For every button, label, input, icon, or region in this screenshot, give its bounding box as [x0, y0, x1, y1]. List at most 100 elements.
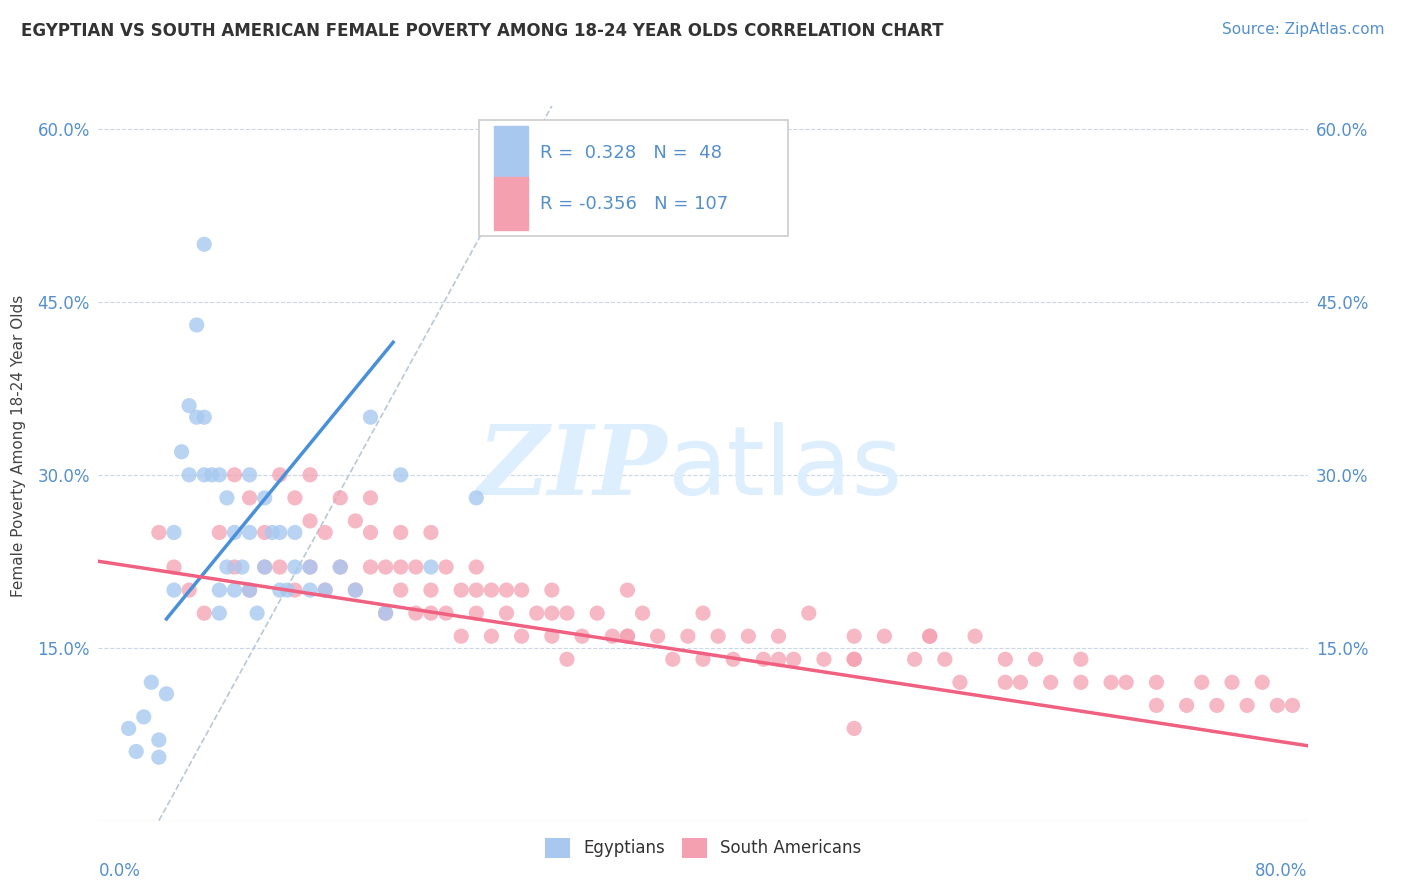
Point: [208, 467, 231, 482]
Point: [253, 525, 276, 540]
Point: [344, 583, 367, 598]
Point: [555, 606, 578, 620]
Point: [1267, 698, 1289, 713]
Text: Source: ZipAtlas.com: Source: ZipAtlas.com: [1222, 22, 1385, 37]
Legend: Egyptians, South Americans: Egyptians, South Americans: [538, 831, 868, 864]
Point: [692, 606, 714, 620]
Point: [465, 606, 488, 620]
Point: [1099, 675, 1122, 690]
Point: [374, 606, 396, 620]
Point: [239, 467, 262, 482]
Point: [299, 583, 322, 598]
Point: [676, 629, 699, 643]
Point: [571, 629, 593, 643]
Point: [540, 606, 562, 620]
Point: [420, 606, 443, 620]
Point: [201, 467, 224, 482]
Point: [768, 629, 790, 643]
Text: EGYPTIAN VS SOUTH AMERICAN FEMALE POVERTY AMONG 18-24 YEAR OLDS CORRELATION CHAR: EGYPTIAN VS SOUTH AMERICAN FEMALE POVERT…: [21, 22, 943, 40]
Point: [934, 652, 956, 666]
Point: [239, 491, 262, 505]
Point: [707, 629, 730, 643]
Point: [269, 467, 291, 482]
Bar: [494, 178, 527, 230]
Point: [526, 606, 548, 620]
Point: [994, 652, 1017, 666]
Point: [253, 491, 276, 505]
Point: [450, 583, 472, 598]
Point: [224, 525, 246, 540]
Point: [269, 583, 291, 598]
Point: [246, 606, 269, 620]
Point: [768, 652, 790, 666]
Point: [163, 525, 186, 540]
Point: [374, 560, 396, 574]
Point: [125, 744, 148, 758]
Point: [1206, 698, 1229, 713]
Point: [186, 318, 208, 332]
Point: [141, 675, 163, 690]
Point: [949, 675, 972, 690]
Point: [797, 606, 820, 620]
Point: [299, 560, 322, 574]
Bar: [494, 127, 527, 178]
Point: [647, 629, 669, 643]
Point: [163, 560, 186, 574]
Point: [844, 629, 866, 643]
Point: [224, 583, 246, 598]
Point: [360, 560, 382, 574]
Point: [193, 410, 215, 425]
Point: [1010, 675, 1032, 690]
Point: [239, 583, 262, 598]
Text: 80.0%: 80.0%: [1256, 862, 1308, 880]
Text: R =  0.328   N =  48: R = 0.328 N = 48: [540, 144, 721, 161]
Point: [994, 675, 1017, 690]
Point: [434, 606, 457, 620]
Point: [465, 583, 488, 598]
Point: [1070, 675, 1092, 690]
Point: [179, 583, 201, 598]
Point: [616, 629, 638, 643]
Point: [344, 514, 367, 528]
Point: [118, 722, 141, 736]
Point: [179, 399, 201, 413]
Point: [1251, 675, 1274, 690]
Point: [783, 652, 806, 666]
Point: [510, 629, 533, 643]
Point: [360, 491, 382, 505]
Point: [179, 467, 201, 482]
Point: [481, 583, 503, 598]
Point: [405, 606, 427, 620]
Point: [239, 525, 262, 540]
Point: [918, 629, 941, 643]
Point: [224, 560, 246, 574]
Point: [495, 606, 517, 620]
Point: [299, 560, 322, 574]
Point: [132, 710, 155, 724]
Point: [465, 491, 488, 505]
Point: [329, 491, 352, 505]
FancyBboxPatch shape: [479, 120, 787, 236]
Point: [208, 525, 231, 540]
Point: [344, 583, 367, 598]
Point: [329, 560, 352, 574]
Point: [314, 583, 336, 598]
Point: [231, 560, 253, 574]
Point: [215, 560, 238, 574]
Point: [1115, 675, 1137, 690]
Point: [844, 652, 866, 666]
Point: [262, 525, 284, 540]
Point: [555, 652, 578, 666]
Point: [586, 606, 609, 620]
Point: [193, 606, 215, 620]
Point: [208, 606, 231, 620]
Point: [481, 629, 503, 643]
Text: ZIP: ZIP: [477, 422, 666, 516]
Point: [420, 583, 443, 598]
Point: [389, 525, 412, 540]
Point: [284, 583, 307, 598]
Point: [844, 652, 866, 666]
Point: [692, 652, 714, 666]
Point: [155, 687, 177, 701]
Point: [616, 629, 638, 643]
